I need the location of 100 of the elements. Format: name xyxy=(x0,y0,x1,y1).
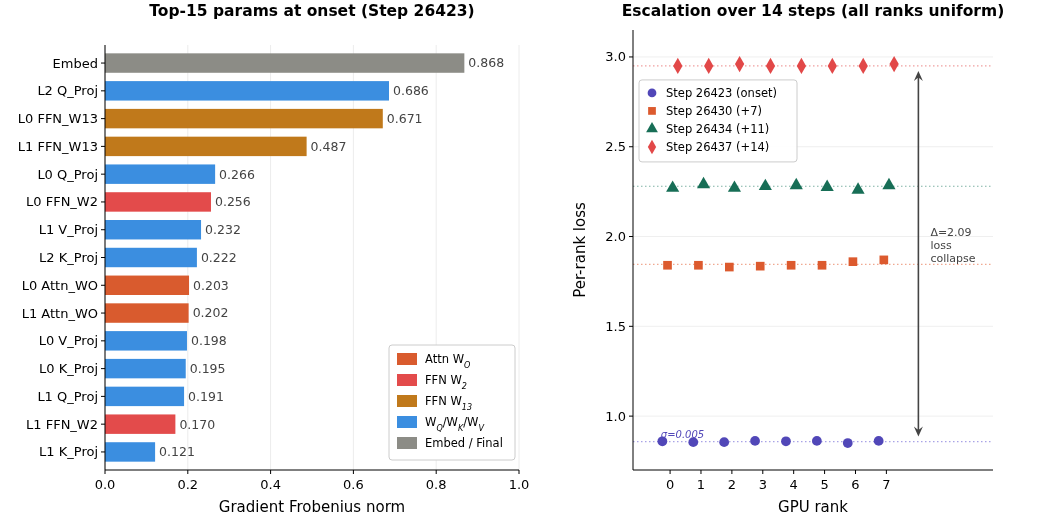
y-axis-title: Per-rank loss xyxy=(571,201,589,298)
point xyxy=(811,436,822,446)
data-label: 0.198 xyxy=(190,333,227,349)
y-tick-label: L1 V_Proj xyxy=(38,222,98,238)
point xyxy=(663,260,672,270)
legend-label: Step 26430 (+7) xyxy=(666,103,763,118)
point xyxy=(789,177,803,190)
data-label: 0.121 xyxy=(159,444,195,460)
bar xyxy=(105,108,383,129)
data-label: 0.266 xyxy=(219,166,255,182)
point xyxy=(820,179,834,191)
point xyxy=(750,436,760,446)
x-tick-label: 5 xyxy=(820,477,829,492)
legend-label: Step 26423 (onset) xyxy=(666,85,777,100)
legend-label: Step 26434 (+11) xyxy=(666,121,770,136)
bar xyxy=(105,358,186,379)
bar xyxy=(105,303,189,323)
bar xyxy=(105,53,465,73)
bar xyxy=(105,331,187,351)
x-tick-label: 0.0 xyxy=(94,477,116,492)
bar xyxy=(105,164,216,184)
legend-label: Attn W$_{O}$ xyxy=(425,352,471,370)
y-tick-label: L1 Q_Proj xyxy=(37,388,98,404)
data-label: 0.222 xyxy=(200,249,237,265)
x-tick-label: 6 xyxy=(851,477,860,492)
y-tick-label: L1 FFN_W2 xyxy=(26,416,98,432)
y-tick-label: L0 Attn_WO xyxy=(21,277,98,293)
x-tick-label: 1 xyxy=(696,477,706,492)
point xyxy=(755,261,765,271)
bar xyxy=(105,81,389,101)
y-tick-label: Embed xyxy=(52,55,98,71)
data-label: 0.202 xyxy=(192,305,229,321)
x-tick-label: 1.0 xyxy=(508,477,530,492)
legend-label: W$_{Q}$/W$_{K}$/W$_{V}$ xyxy=(425,415,485,433)
bar xyxy=(105,220,202,240)
y-tick-label: L0 FFN_W13 xyxy=(17,111,98,127)
y-tick-label: 1.5 xyxy=(605,318,626,334)
bar xyxy=(105,247,197,268)
data-label: 0.195 xyxy=(189,360,226,376)
y-tick-label: L1 Attn_WO xyxy=(21,305,98,321)
x-tick-label: 3 xyxy=(758,477,767,492)
data-label: 0.686 xyxy=(393,83,429,99)
point xyxy=(848,257,858,266)
y-tick-label: L0 FFN_W2 xyxy=(26,194,98,210)
annotation: σ=0.005 xyxy=(660,428,705,440)
point xyxy=(786,260,796,270)
point xyxy=(817,260,827,270)
point xyxy=(873,436,884,446)
point xyxy=(688,437,699,448)
bar xyxy=(105,192,211,212)
y-tick-label: L2 Q_Proj xyxy=(37,83,98,99)
point xyxy=(781,436,791,447)
x-axis-title: GPU rank xyxy=(778,498,849,516)
legend-label: FFN W$_{13}$ xyxy=(425,394,473,412)
x-tick-label: 0.8 xyxy=(425,477,447,492)
data-label: 0.232 xyxy=(205,222,241,238)
point xyxy=(842,438,853,448)
point xyxy=(851,182,865,194)
legend-label: FFN W$_{2}$ xyxy=(425,373,467,391)
bar xyxy=(105,275,190,295)
point xyxy=(719,437,730,448)
point xyxy=(666,180,680,192)
legend-label: Embed / Final xyxy=(425,436,503,451)
data-label: 0.487 xyxy=(310,138,347,154)
chart-title: Escalation over 14 steps (all ranks uniform) xyxy=(621,2,1005,20)
data-label: 0.671 xyxy=(386,110,423,126)
y-tick-label: 2.5 xyxy=(605,139,626,155)
bar xyxy=(105,442,156,462)
point xyxy=(727,180,742,192)
x-axis-title: Gradient Frobenius norm xyxy=(218,498,406,516)
y-tick-label: L1 FFN_W13 xyxy=(17,138,98,154)
bar xyxy=(105,136,307,157)
y-tick-label: L2 K_Proj xyxy=(39,250,98,266)
point xyxy=(882,177,896,190)
y-tick-label: L0 V_Proj xyxy=(38,333,98,349)
y-tick-label: 1.0 xyxy=(605,408,626,424)
data-label: 0.191 xyxy=(188,388,224,404)
data-label: 0.868 xyxy=(468,55,505,71)
chart-title: Top-15 params at onset (Step 26423) xyxy=(149,2,475,20)
bar xyxy=(105,414,176,434)
y-tick-label: L1 K_Proj xyxy=(39,444,98,460)
y-tick-label: 2.0 xyxy=(605,229,626,245)
bar xyxy=(105,386,185,407)
point xyxy=(694,260,703,270)
legend-label: Step 26437 (+14) xyxy=(666,139,770,154)
x-tick-label: 0 xyxy=(665,477,675,492)
y-tick-label: L0 K_Proj xyxy=(39,361,98,377)
x-tick-label: 7 xyxy=(882,477,891,492)
x-tick-label: 2 xyxy=(727,477,737,492)
data-label: 0.170 xyxy=(179,416,216,432)
y-tick-label: 3.0 xyxy=(605,49,626,65)
x-tick-label: 0.4 xyxy=(260,477,281,492)
data-label: 0.256 xyxy=(214,194,251,210)
y-tick-label: L0 Q_Proj xyxy=(37,166,98,182)
x-tick-label: 0.6 xyxy=(343,477,364,492)
x-tick-label: 0.2 xyxy=(177,477,199,492)
point xyxy=(696,176,711,189)
point xyxy=(724,262,734,272)
x-tick-label: 4 xyxy=(789,477,798,492)
point xyxy=(758,178,772,191)
